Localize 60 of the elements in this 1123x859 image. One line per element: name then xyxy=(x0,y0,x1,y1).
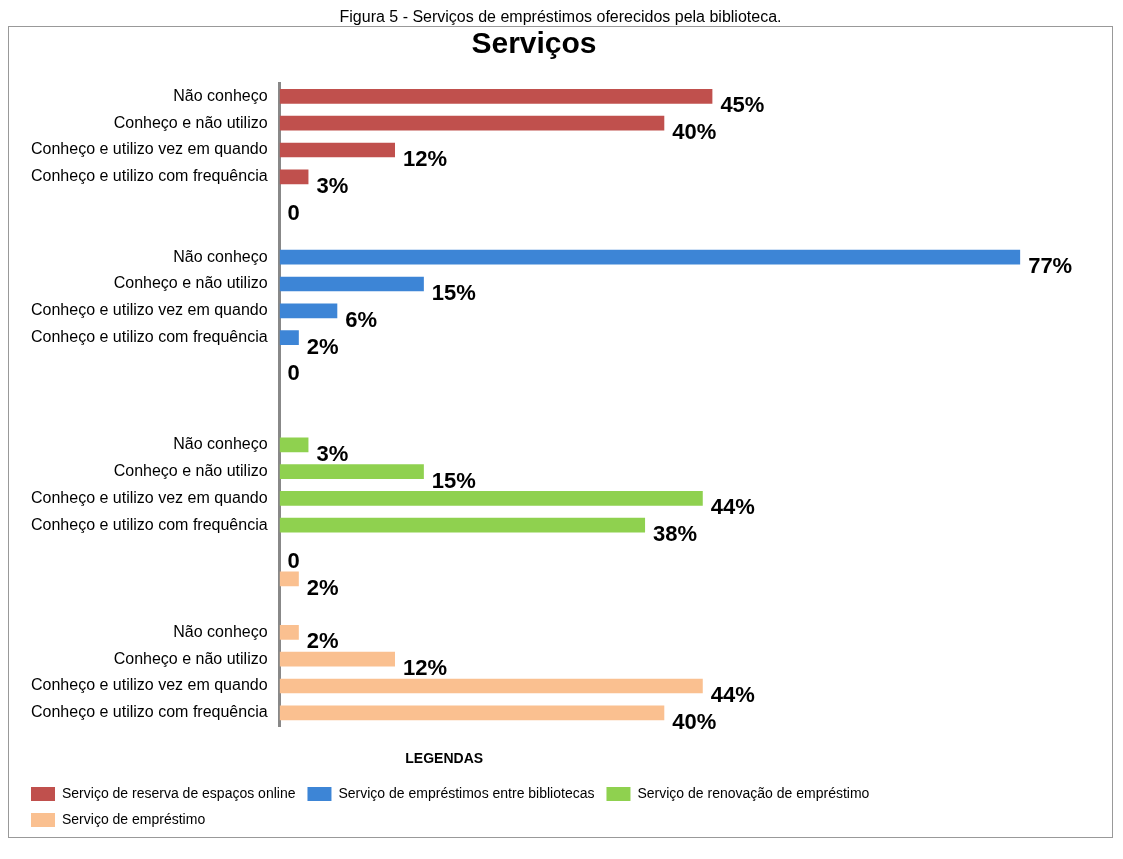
text: Figura 5 - Serviços de empréstimos oferecidos pela biblioteca. xyxy=(338,8,783,26)
data-label: 15% xyxy=(431,280,476,306)
bar xyxy=(279,89,713,104)
bar xyxy=(279,491,703,506)
bar xyxy=(279,437,309,453)
legend-label: Serviço de renovação de empréstimo xyxy=(637,784,870,801)
y-tick-label: Conheço e não utilizo xyxy=(113,649,268,667)
bar xyxy=(279,625,299,640)
y-tick-label: Conheço e utilizo com frequência xyxy=(31,515,268,533)
data-label: 0 xyxy=(287,199,300,225)
data-label: 44% xyxy=(710,682,755,708)
data-label: 6% xyxy=(345,306,378,332)
y-tick-label: Não conheço xyxy=(173,435,268,453)
chart-title: Serviços xyxy=(471,26,597,60)
bar xyxy=(279,571,299,587)
bar xyxy=(279,678,703,694)
bar xyxy=(279,115,665,131)
data-label: 44% xyxy=(710,494,755,520)
data-label: 77% xyxy=(1028,253,1073,279)
data-label: 45% xyxy=(720,92,765,118)
y-tick-label: Conheço e utilizo com frequência xyxy=(31,703,268,721)
legend-label: Serviço de reserva de espaços online xyxy=(62,784,296,801)
y-tick-label: Não conheço xyxy=(173,622,268,640)
data-label: 38% xyxy=(653,521,698,547)
data-label: 2% xyxy=(306,628,339,654)
bar xyxy=(279,249,1021,265)
data-label: 3% xyxy=(316,172,349,198)
data-label: 2% xyxy=(306,333,339,359)
y-tick-label: Conheço e utilizo vez em quando xyxy=(31,301,268,319)
y-tick-label: Conheço e utilizo com frequência xyxy=(31,328,268,346)
data-label: 12% xyxy=(403,655,448,681)
y-tick-label: Conheço e não utilizo xyxy=(113,274,268,292)
y-tick-label: Conheço e utilizo vez em quando xyxy=(31,676,268,694)
bar xyxy=(279,142,396,158)
bar xyxy=(279,169,309,185)
bar xyxy=(279,303,338,319)
data-label: 3% xyxy=(316,440,349,466)
y-tick-label: Conheço e não utilizo xyxy=(113,113,268,131)
y-tick-label: Não conheço xyxy=(173,86,268,104)
bar xyxy=(279,276,424,292)
y-tick-label: Conheço e utilizo vez em quando xyxy=(31,488,268,506)
data-label: 15% xyxy=(431,467,476,493)
bar xyxy=(279,464,424,479)
bar xyxy=(279,517,646,533)
data-label: 40% xyxy=(672,119,717,145)
y-tick-label: Conheço e utilizo vez em quando xyxy=(31,140,268,158)
legend-title: LEGENDAS xyxy=(405,750,484,767)
legend-label: Serviço de empréstimo xyxy=(62,810,206,827)
y-tick-label: Conheço e utilizo com frequência xyxy=(31,167,268,185)
bar xyxy=(279,705,665,721)
y-tick-label: Não conheço xyxy=(173,247,268,265)
data-label: 12% xyxy=(403,146,448,172)
bar xyxy=(279,330,299,345)
data-label: 0 xyxy=(287,548,300,574)
data-label: 40% xyxy=(672,708,717,734)
legend-label: Serviço de empréstimos entre bibliotecas xyxy=(338,784,595,801)
bar xyxy=(279,651,396,667)
y-tick-label: Conheço e não utilizo xyxy=(113,462,268,480)
data-label: 2% xyxy=(306,574,339,600)
data-label: 0 xyxy=(287,360,300,386)
